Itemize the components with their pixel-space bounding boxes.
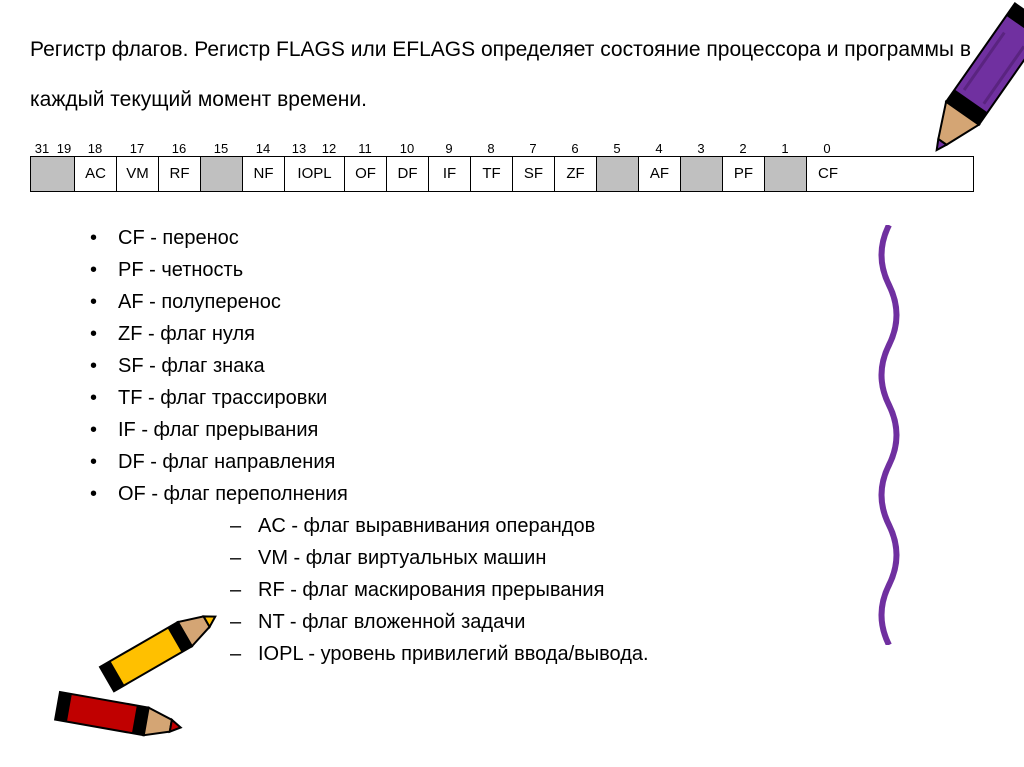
register-cell <box>597 157 639 191</box>
flag-item: PF - четность <box>90 254 974 286</box>
bit-label: 19 <box>54 141 74 156</box>
register-cell: OF <box>345 157 387 191</box>
bit-label: 3 <box>680 141 722 156</box>
bit-label: 8 <box>470 141 512 156</box>
sub-flag-item: VM - флаг виртуальных машин <box>230 542 974 574</box>
bit-label: 5 <box>596 141 638 156</box>
sub-flag-item: RF - флаг маскирования прерывания <box>230 574 974 606</box>
crayon-bottom-decoration <box>40 612 220 757</box>
bit-label: 11 <box>344 141 386 156</box>
bit-label: 4 <box>638 141 680 156</box>
bit-label: 15 <box>200 141 242 156</box>
register-cell: IOPL <box>285 157 345 191</box>
bit-label: 17 <box>116 141 158 156</box>
register-cell: AF <box>639 157 681 191</box>
title-text: Регистр флагов. Регистр FLAGS или EFLAGS… <box>30 25 974 126</box>
register-cell: ZF <box>555 157 597 191</box>
bit-label: 18 <box>74 141 116 156</box>
bit-label: 10 <box>386 141 428 156</box>
flag-item: OF - флаг переполнения <box>90 478 974 510</box>
bit-label: 7 <box>512 141 554 156</box>
bit-label: 12 <box>314 141 344 156</box>
bit-label: 0 <box>806 141 848 156</box>
register-diagram: 31191817161514131211109876543210 ACVMRFN… <box>30 141 974 192</box>
bit-label: 16 <box>158 141 200 156</box>
bit-label: 31 <box>30 141 54 156</box>
flag-item: DF - флаг направления <box>90 446 974 478</box>
flag-list: CF - переносPF - четностьAF - полуперено… <box>30 222 974 510</box>
register-cell: PF <box>723 157 765 191</box>
register-cell: IF <box>429 157 471 191</box>
sub-flag-item: IOPL - уровень привилегий ввода/вывода. <box>230 638 974 670</box>
flag-item: SF - флаг знака <box>90 350 974 382</box>
register-cell: SF <box>513 157 555 191</box>
register-cell: VM <box>117 157 159 191</box>
sub-flag-item: AC - флаг выравнивания операндов <box>230 510 974 542</box>
register-cell: RF <box>159 157 201 191</box>
register-cell <box>681 157 723 191</box>
register-cell: DF <box>387 157 429 191</box>
bit-label: 14 <box>242 141 284 156</box>
sub-flag-item: NT - флаг вложенной задачи <box>230 606 974 638</box>
register-cell: TF <box>471 157 513 191</box>
flag-item: AF - полуперенос <box>90 286 974 318</box>
register-cell <box>201 157 243 191</box>
flag-item: IF - флаг прерывания <box>90 414 974 446</box>
register-cell: NF <box>243 157 285 191</box>
flag-item: ZF - флаг нуля <box>90 318 974 350</box>
bit-label: 2 <box>722 141 764 156</box>
bit-label: 1 <box>764 141 806 156</box>
bit-label: 13 <box>284 141 314 156</box>
register-cell: CF <box>807 157 849 191</box>
register-cell: AC <box>75 157 117 191</box>
flag-item: CF - перенос <box>90 222 974 254</box>
flag-item: TF - флаг трассировки <box>90 382 974 414</box>
bit-label: 6 <box>554 141 596 156</box>
register-cell <box>31 157 75 191</box>
bit-label: 9 <box>428 141 470 156</box>
register-cell <box>765 157 807 191</box>
